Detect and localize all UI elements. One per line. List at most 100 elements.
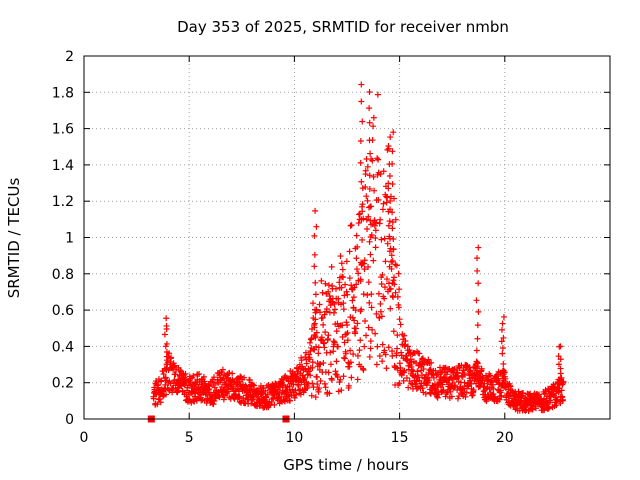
data-point: [317, 309, 324, 316]
data-point: [354, 320, 361, 327]
data-point: [559, 396, 566, 403]
data-point: [474, 322, 481, 329]
data-point: [396, 316, 403, 323]
data-point: [340, 306, 347, 313]
data-point: [156, 396, 163, 403]
data-point: [361, 257, 368, 264]
data-point: [341, 355, 348, 362]
data-point: [400, 377, 407, 384]
data-point: [361, 343, 368, 350]
data-point: [384, 146, 391, 153]
data-point: [306, 339, 313, 346]
data-point: [309, 300, 316, 307]
data-point: [394, 293, 401, 300]
data-point: [381, 284, 388, 291]
data-point: [341, 292, 348, 299]
data-point: [342, 350, 349, 357]
data-point: [370, 114, 377, 121]
data-point: [365, 213, 372, 220]
data-point: [160, 371, 167, 378]
data-point: [377, 300, 384, 307]
data-point: [377, 308, 384, 315]
data-point: [557, 356, 564, 363]
data-point: [352, 325, 359, 332]
data-point: [558, 387, 565, 394]
data-point: [304, 384, 311, 391]
data-point: [392, 216, 399, 223]
data-point: [383, 276, 390, 283]
data-point: [246, 377, 253, 384]
data-point: [553, 397, 560, 404]
data-point: [555, 376, 562, 383]
data-point: [500, 367, 507, 374]
data-point: [341, 354, 348, 361]
data-point: [321, 344, 328, 351]
data-point: [389, 209, 396, 216]
data-point: [365, 263, 372, 270]
data-point: [193, 381, 200, 388]
data-point: [340, 274, 347, 281]
data-point: [319, 314, 326, 321]
data-point: [344, 291, 351, 298]
data-point: [358, 216, 365, 223]
data-point: [370, 257, 377, 264]
data-point: [262, 387, 269, 394]
data-point: [251, 382, 258, 389]
y-tick-label: 2: [65, 49, 74, 65]
data-point: [407, 356, 414, 363]
y-tick-label: 0.2: [52, 376, 74, 392]
data-point: [319, 289, 326, 296]
data-point: [308, 335, 315, 342]
data-point: [361, 260, 367, 267]
data-point: [360, 291, 367, 298]
data-point: [338, 284, 345, 291]
data-point: [352, 330, 359, 337]
data-point: [547, 399, 554, 406]
data-point: [475, 244, 482, 251]
data-point: [498, 326, 505, 333]
data-point: [326, 390, 333, 397]
data-point: [167, 380, 174, 387]
data-point: [362, 184, 369, 190]
data-point: [306, 368, 313, 375]
data-point: [150, 395, 157, 402]
data-point: [372, 244, 379, 251]
data-point: [366, 172, 373, 179]
data-point: [161, 331, 168, 338]
data-point: [338, 260, 345, 267]
data-point: [358, 178, 365, 185]
data-point: [154, 401, 161, 408]
data-point: [289, 386, 296, 393]
data-point: [345, 382, 352, 389]
data-point: [271, 401, 278, 408]
data-point: [408, 366, 415, 373]
data-point: [361, 266, 368, 273]
data-point: [307, 348, 314, 355]
data-point: [367, 233, 374, 240]
data-point: [211, 374, 218, 381]
data-point: [320, 321, 327, 328]
data-point: [389, 258, 396, 265]
data-point: [344, 329, 351, 336]
data-point: [220, 396, 227, 403]
data-point: [391, 274, 398, 281]
data-point: [350, 294, 357, 301]
data-point: [381, 347, 388, 354]
data-point: [359, 201, 366, 208]
y-tick-label: 0.6: [52, 303, 74, 319]
data-point: [380, 200, 387, 207]
y-tick-label: 0.4: [52, 339, 74, 355]
y-tick-label: 1.8: [52, 85, 74, 101]
data-point: [309, 380, 316, 387]
data-point: [331, 339, 338, 346]
data-point: [295, 382, 302, 389]
data-point: [373, 310, 380, 317]
data-point: [378, 236, 385, 243]
data-point: [442, 374, 449, 381]
data-point: [359, 118, 366, 125]
data-point: [363, 332, 370, 339]
data-point: [165, 386, 172, 393]
data-point: [308, 392, 315, 399]
data-point: [350, 351, 357, 358]
data-point: [353, 255, 360, 262]
